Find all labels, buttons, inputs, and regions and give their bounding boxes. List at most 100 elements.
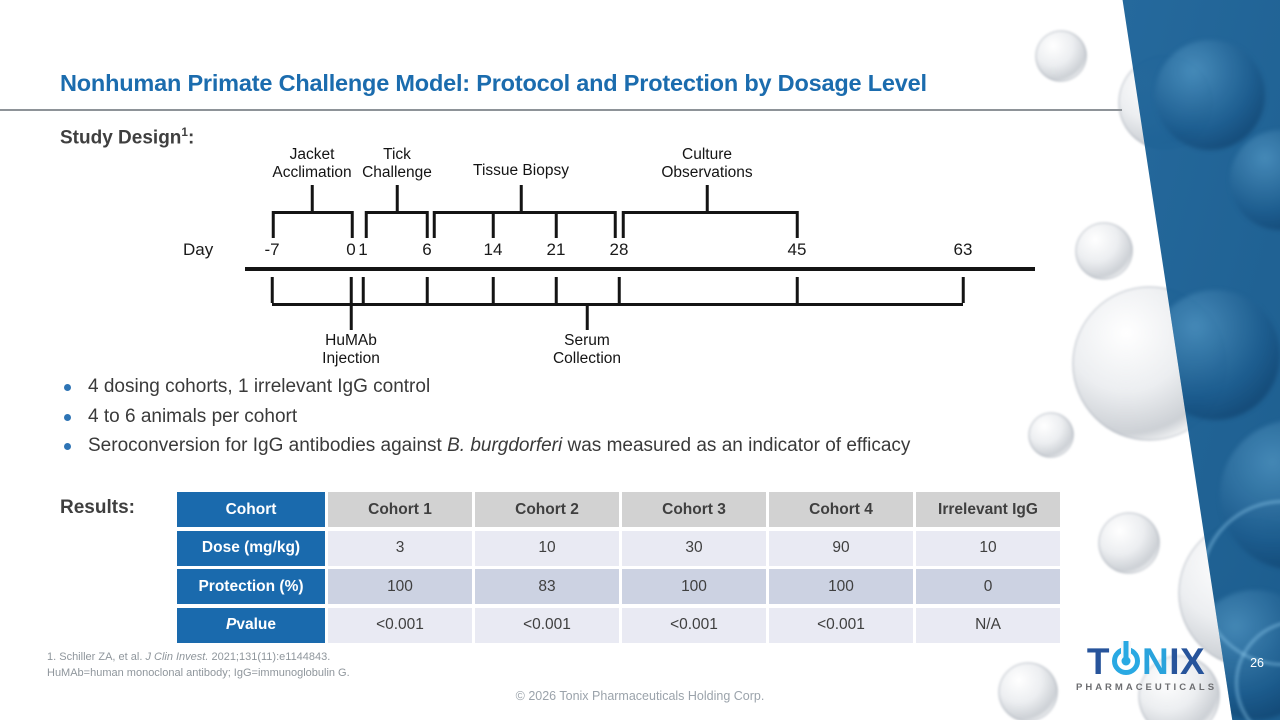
table-data-cell: <0.001	[769, 607, 913, 643]
timeline-day-label: 45	[787, 240, 807, 259]
bracket-bar	[272, 303, 963, 306]
table-header-cell: Cohort 4	[769, 492, 913, 527]
timeline-axis-line	[245, 267, 1035, 271]
table-header-cell: Cohort 1	[328, 492, 472, 527]
table-data-cell: <0.001	[475, 607, 619, 643]
table-data-cell: 10	[475, 530, 619, 566]
timeline-day-label: 1	[358, 240, 368, 259]
table-row-label: Dose (mg/kg)	[177, 530, 325, 566]
table-data-cell: 30	[622, 530, 766, 566]
molecule-sphere	[1098, 512, 1160, 574]
bracket-tick	[491, 211, 495, 238]
footnotes: 1. Schiller ZA, et al. J Clin Invest. 20…	[47, 650, 350, 681]
molecule-sphere	[1028, 412, 1074, 458]
molecule-sphere	[998, 662, 1058, 720]
bracket-tick	[270, 277, 274, 303]
bracket-label: Culture Observations	[661, 146, 753, 181]
table-data-cell: 90	[769, 530, 913, 566]
table-data-cell: 100	[769, 569, 913, 604]
power-button-icon	[1111, 641, 1140, 675]
bracket-label: Tick Challenge	[362, 146, 432, 181]
timeline-day-label: 6	[422, 240, 432, 259]
molecule-sphere	[1138, 655, 1220, 720]
timeline-day-label: 28	[609, 240, 629, 259]
table-data-cell: <0.001	[622, 607, 766, 643]
table-data-cell: 0	[916, 569, 1060, 604]
bracket-bar	[366, 211, 427, 214]
bracket-tick	[425, 211, 429, 238]
bracket-stem	[585, 303, 589, 330]
copyright: © 2026 Tonix Pharmaceuticals Holding Cor…	[515, 689, 765, 703]
timeline-axis-label: Day	[183, 240, 214, 259]
bullet-list: 4 dosing cohorts, 1 irrelevant IgG contr…	[60, 376, 910, 465]
table-data-cell: 100	[622, 569, 766, 604]
table-data-cell: 100	[328, 569, 472, 604]
bracket-tick	[613, 211, 617, 238]
tonix-logo: T NIX PHARMACEUTICALS	[1076, 641, 1218, 693]
logo-subtitle: PHARMACEUTICALS	[1076, 682, 1218, 693]
bracket-tick	[554, 211, 558, 238]
molecule-sphere	[1230, 130, 1280, 230]
bracket-stem	[705, 185, 709, 211]
logo-wordmark: T NIX	[1076, 641, 1216, 680]
study-design-heading: Study Design1:	[60, 126, 195, 149]
bracket-label: Tissue Biopsy	[473, 162, 569, 179]
bracket-label: HuMAb Injection	[322, 332, 380, 367]
table-header-cell: Cohort 2	[475, 492, 619, 527]
bracket-tick	[961, 277, 965, 303]
molecule-sphere	[1075, 222, 1133, 280]
bracket-tick	[361, 277, 365, 303]
bracket-label: Serum Collection	[552, 332, 622, 367]
bullet-text: 4 to 6 animals per cohort	[88, 405, 298, 427]
timeline-day-label: 14	[483, 240, 503, 259]
results-table: Cohort Cohort 1 Cohort 2 Cohort 3 Cohort 4 Ir…	[177, 492, 1060, 643]
timeline-day-label: 21	[546, 240, 566, 259]
table-header-cell: Cohort 3	[622, 492, 766, 527]
bracket-stem	[310, 185, 314, 211]
bracket-tick	[425, 277, 429, 303]
timeline-day-label: 0	[346, 240, 356, 259]
molecule-sphere	[1155, 40, 1265, 150]
bullet-item: 4 to 6 animals per cohort	[60, 406, 910, 428]
results-heading: Results:	[60, 497, 135, 518]
molecule-sphere	[1035, 30, 1087, 82]
table-data-cell: <0.001	[328, 607, 472, 643]
bracket-tick	[491, 277, 495, 303]
bullet-text: Seroconversion for IgG antibodies agains…	[88, 435, 911, 456]
bracket-tick	[271, 211, 275, 238]
bracket-tick	[364, 211, 368, 238]
bullet-item: 4 dosing cohorts, 1 irrelevant IgG contr…	[60, 376, 910, 398]
table-corner-cell: Cohort	[177, 492, 325, 527]
table-header-cell: Irrelevant IgG	[916, 492, 1060, 527]
footnote-line: HuMAb=human monoclonal antibody; IgG=imm…	[47, 666, 350, 679]
bullet-item: Seroconversion for IgG antibodies agains…	[60, 435, 910, 457]
bracket-tick	[349, 277, 353, 303]
page-number: 26	[1250, 656, 1264, 670]
bracket-tick	[795, 211, 799, 238]
study-timeline-diagram: Day -7 0 1 6 14 21 28 45 63 Jacket Acclimation Tick C…	[183, 140, 1055, 372]
bracket-tick	[350, 211, 354, 238]
logo-letters-ix: IX	[1169, 641, 1206, 682]
bracket-bar	[273, 211, 352, 214]
table-row-label: Protection (%)	[177, 569, 325, 604]
bracket-bar	[434, 211, 615, 214]
timeline-day-label: 63	[953, 240, 973, 259]
bracket-tick	[432, 211, 436, 238]
table-data-cell: 83	[475, 569, 619, 604]
bracket-label: Jacket Acclimation	[272, 146, 352, 181]
bracket-stem	[349, 303, 353, 330]
bullet-text: 4 dosing cohorts, 1 irrelevant IgG contr…	[88, 376, 431, 397]
table-data-cell: 3	[328, 530, 472, 566]
logo-letter-t: T	[1086, 641, 1110, 682]
bracket-stem	[395, 185, 399, 211]
slide-title: Nonhuman Primate Challenge Model: Protoc…	[60, 70, 927, 96]
timeline-day-label: -7	[264, 240, 280, 259]
table-data-cell: N/A	[916, 607, 1060, 643]
table-row-label: P value	[177, 607, 325, 643]
bracket-stem	[519, 185, 523, 211]
bracket-tick	[621, 211, 625, 238]
bracket-tick	[617, 277, 621, 303]
title-divider	[0, 109, 1122, 111]
footnote-line: 1. Schiller ZA, et al. J Clin Invest. 20…	[47, 651, 331, 663]
